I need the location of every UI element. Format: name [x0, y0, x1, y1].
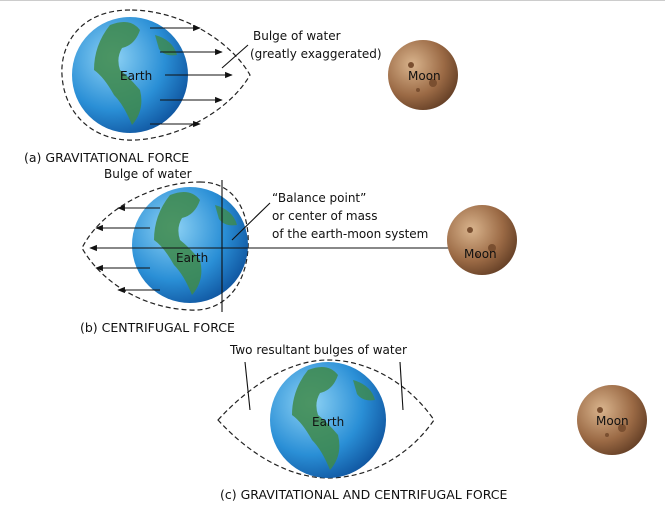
moon-label: Moon [408, 69, 441, 83]
panel-b: Bulge of water “Balance point” or center… [80, 167, 517, 335]
caption: (c) GRAVITATIONAL AND CENTRIFUGAL FORCE [220, 487, 508, 502]
caption: (a) GRAVITATIONAL FORCE [24, 150, 189, 165]
earth-label: Earth [176, 251, 208, 265]
earth [132, 187, 248, 303]
balance-label: “Balance point” [272, 191, 366, 205]
moon-label: Moon [596, 414, 629, 428]
bulge-note: (greatly exaggerated) [250, 47, 382, 61]
leader-line [245, 362, 250, 410]
bulge-label: Two resultant bulges of water [229, 343, 407, 357]
panel-c: Two resultant bulges of water Earth Moon… [218, 343, 647, 502]
leader-line [222, 45, 248, 68]
leader-line [400, 362, 403, 410]
caption: (b) CENTRIFUGAL FORCE [80, 320, 235, 335]
panel-a: Earth Bulge of water (greatly exaggerate… [24, 10, 458, 165]
moon [447, 205, 517, 275]
bulge-label: Bulge of water [253, 29, 341, 43]
balance-label: of the earth-moon system [272, 227, 428, 241]
tides-diagram: Earth Bulge of water (greatly exaggerate… [0, 0, 665, 511]
moon-label: Moon [464, 247, 497, 261]
earth-label: Earth [312, 415, 344, 429]
balance-label: or center of mass [272, 209, 377, 223]
bulge-label: Bulge of water [104, 167, 192, 181]
earth-label: Earth [120, 69, 152, 83]
